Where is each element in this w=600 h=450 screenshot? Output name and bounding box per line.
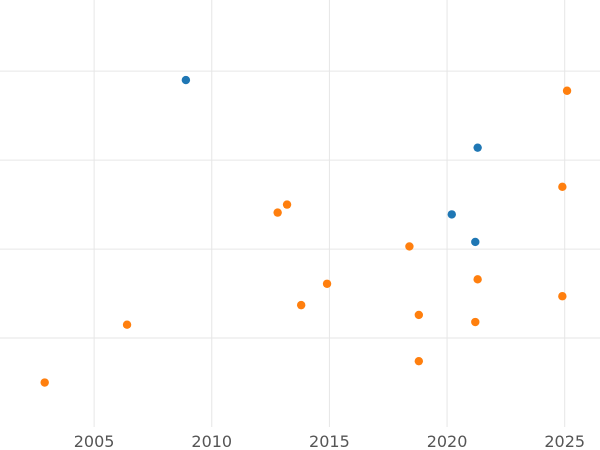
data-point-series-2 (122, 320, 132, 329)
data-point-series-2 (414, 356, 424, 366)
data-points (40, 75, 572, 387)
data-point-series-1 (471, 237, 480, 247)
x-tick-label: 2010 (191, 432, 232, 450)
data-point-series-1 (473, 143, 482, 152)
data-point-series-1 (181, 75, 191, 85)
data-point-series-2 (414, 310, 424, 320)
x-tick-label: 2005 (74, 432, 115, 450)
y-gridlines (0, 70, 600, 339)
data-point-series-2 (558, 292, 567, 301)
x-gridlines (93, 0, 566, 427)
x-tick-labels: 2005 2010 2015 2020 2025 (74, 432, 585, 450)
x-tick-label: 2025 (544, 432, 585, 450)
data-point-series-2 (558, 182, 567, 192)
data-point-series-2 (322, 279, 332, 288)
data-point-series-2 (405, 242, 414, 251)
data-point-series-2 (282, 200, 292, 209)
data-point-series-2 (273, 208, 282, 217)
data-point-series-1 (447, 210, 456, 219)
x-tick-label: 2020 (427, 432, 468, 450)
data-point-series-2 (562, 86, 572, 95)
data-point-series-2 (296, 300, 306, 310)
data-point-series-2 (40, 378, 49, 387)
data-point-series-2 (473, 275, 482, 284)
data-point-series-2 (471, 317, 480, 327)
x-tick-label: 2015 (309, 432, 350, 450)
